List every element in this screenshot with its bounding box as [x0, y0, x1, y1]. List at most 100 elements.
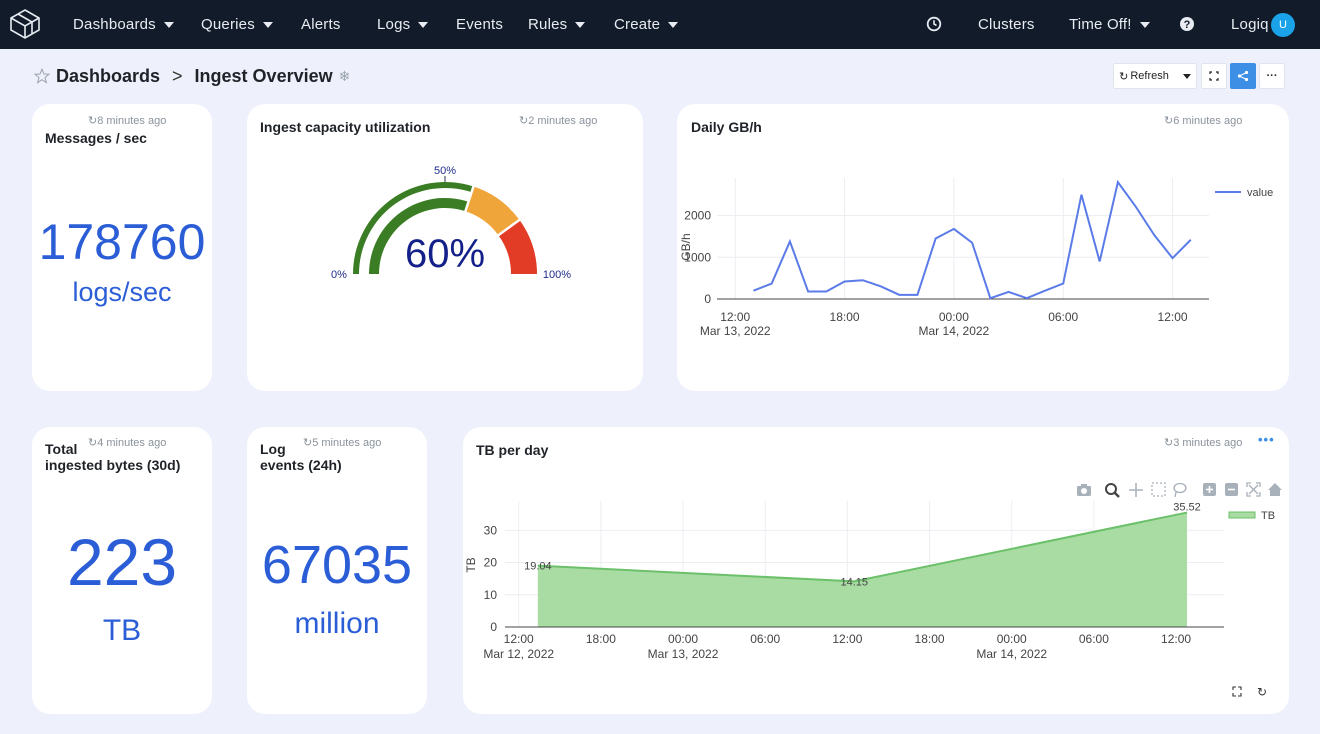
- x-tick-label: 18:00: [915, 632, 945, 646]
- nav-rules-label: Rules: [528, 16, 568, 33]
- fullscreen-button[interactable]: [1201, 63, 1227, 89]
- nav-create-menu[interactable]: Create: [614, 0, 679, 49]
- gauge-band-orange: [465, 186, 520, 236]
- counter-unit: logs/sec: [72, 277, 172, 307]
- y-axis-label: GB/h: [679, 233, 693, 260]
- refresh-icon: ↻: [88, 437, 98, 449]
- widget-updated-time: ↻4 minutes ago: [88, 437, 167, 449]
- y-tick-label: 10: [484, 588, 498, 602]
- expand-icon[interactable]: [1232, 686, 1242, 697]
- widget-menu-button[interactable]: •••: [1258, 432, 1275, 447]
- autoscale-icon[interactable]: [1246, 482, 1261, 497]
- nav-rules-menu[interactable]: Rules: [528, 0, 586, 49]
- gauge-label-max: 100%: [543, 269, 571, 281]
- gauge-value-label: 60%: [405, 232, 485, 276]
- counter-unit: TB: [102, 614, 142, 647]
- x-tick-label: 12:00: [832, 632, 862, 646]
- more-options-button[interactable]: ···: [1259, 63, 1285, 89]
- nav-clusters-label: Clusters: [978, 16, 1035, 33]
- refresh-button[interactable]: ↻ Refresh: [1113, 63, 1197, 89]
- x-tick-label: 12:00: [720, 310, 750, 324]
- avatar[interactable]: U: [1271, 13, 1295, 37]
- nav-alerts-label: Alerts: [301, 16, 341, 33]
- x-tick-sublabel: Mar 13, 2022: [648, 647, 719, 661]
- y-tick-label: 0: [490, 620, 497, 634]
- breadcrumb: Dashboards > Ingest Overview ❄: [34, 64, 350, 88]
- y-tick-label: 20: [484, 556, 498, 570]
- nav-timeoff-menu[interactable]: Time Off!: [1069, 0, 1150, 49]
- y-tick-label: 1000: [684, 250, 711, 264]
- home-icon[interactable]: [1268, 483, 1282, 496]
- x-tick-sublabel: Mar 13, 2022: [700, 324, 771, 338]
- widget-title: Log events (24h): [260, 441, 342, 473]
- chevron-down-icon: [163, 21, 174, 28]
- user-name: Logiq: [1231, 16, 1269, 33]
- gauge-label-min: 0%: [331, 269, 347, 281]
- zoom-icon[interactable]: [1105, 483, 1120, 498]
- widget-title: TB per day: [476, 442, 549, 458]
- x-tick-sublabel: Mar 14, 2022: [919, 324, 990, 338]
- nav-queries-label: Queries: [201, 16, 255, 33]
- x-tick-label: 12:00: [1158, 310, 1188, 324]
- expand-icon: [1209, 71, 1219, 81]
- widget-title: Daily GB/h: [691, 119, 762, 135]
- nav-queries-menu[interactable]: Queries: [201, 0, 273, 49]
- widget-updated-time: ↻8 minutes ago: [88, 115, 167, 127]
- x-tick-label: 18:00: [830, 310, 860, 324]
- zoom-in-icon[interactable]: [1203, 483, 1216, 496]
- box-select-icon[interactable]: [1151, 482, 1166, 497]
- nav-timeoff-label: Time Off!: [1069, 16, 1132, 33]
- breadcrumb-root-link[interactable]: Dashboards: [56, 65, 161, 86]
- widget-messages-per-sec: ↻8 minutes ago Messages / sec 178760 log…: [32, 104, 212, 391]
- share-button[interactable]: [1230, 63, 1256, 89]
- clock-icon[interactable]: [926, 16, 942, 32]
- refresh-icon[interactable]: ↻: [1257, 685, 1267, 699]
- nav-create-label: Create: [614, 16, 661, 33]
- svg-text:↻: ↻: [1257, 685, 1267, 699]
- zoom-out-icon[interactable]: [1225, 483, 1238, 496]
- data-label: 19.04: [524, 561, 552, 573]
- share-icon: [1237, 70, 1249, 82]
- nav-alerts-link[interactable]: Alerts: [301, 0, 341, 49]
- chevron-down-icon: [1139, 21, 1150, 28]
- widget-title: Messages / sec: [45, 130, 147, 146]
- lasso-select-icon[interactable]: [1173, 482, 1187, 498]
- y-axis-label: TB: [464, 557, 478, 572]
- series-line-tb: [537, 511, 1188, 583]
- data-label: 35.52: [1173, 502, 1201, 514]
- camera-icon[interactable]: [1077, 484, 1091, 496]
- y-tick-label: 2000: [684, 209, 711, 223]
- refresh-icon: ↻: [519, 115, 529, 127]
- x-tick-label: 12:00: [1161, 632, 1191, 646]
- counter-value: 67035: [261, 535, 413, 595]
- nav-clusters-link[interactable]: Clusters: [978, 0, 1035, 49]
- nav-logs-menu[interactable]: Logs: [377, 0, 429, 49]
- pan-icon[interactable]: [1129, 483, 1143, 497]
- widget-updated-time: ↻3 minutes ago: [1164, 437, 1243, 449]
- x-tick-label: 00:00: [939, 310, 969, 324]
- chevron-down-icon: [668, 21, 679, 28]
- refresh-icon: ↻: [303, 437, 313, 449]
- widget-updated-time: ↻5 minutes ago: [303, 437, 382, 449]
- widget-footer-icons: ↻: [1232, 685, 1267, 699]
- help-icon[interactable]: ?: [1179, 16, 1195, 32]
- x-tick-label: 00:00: [668, 632, 698, 646]
- logiq-logo-icon[interactable]: [8, 7, 42, 41]
- widget-title-line-1: Log: [260, 441, 286, 457]
- svg-text:?: ?: [1184, 19, 1191, 31]
- nav-dashboards-menu[interactable]: Dashboards: [73, 0, 174, 49]
- y-tick-label: 30: [484, 523, 498, 537]
- nav-events-link[interactable]: Events: [456, 0, 503, 49]
- more-dots-icon: ···: [1266, 70, 1278, 82]
- counter-value: 178760: [38, 214, 206, 270]
- favorite-star-icon[interactable]: [34, 68, 50, 84]
- x-tick-sublabel: Mar 14, 2022: [976, 647, 1047, 661]
- widget-ingest-capacity: Ingest capacity utilization ↻2 minutes a…: [247, 104, 643, 391]
- legend-label-tb[interactable]: TB: [1261, 510, 1275, 522]
- chart-modebar: [1077, 482, 1282, 498]
- top-navigation-bar: Dashboards Queries Alerts Logs Events Ru…: [0, 0, 1320, 49]
- legend-label-value[interactable]: value: [1247, 187, 1273, 199]
- series-area-tb: [537, 512, 1188, 627]
- user-menu[interactable]: Logiq: [1231, 0, 1269, 49]
